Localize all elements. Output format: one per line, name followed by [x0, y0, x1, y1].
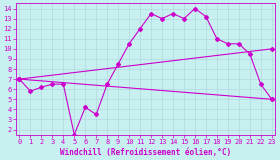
X-axis label: Windchill (Refroidissement éolien,°C): Windchill (Refroidissement éolien,°C)	[60, 148, 231, 156]
